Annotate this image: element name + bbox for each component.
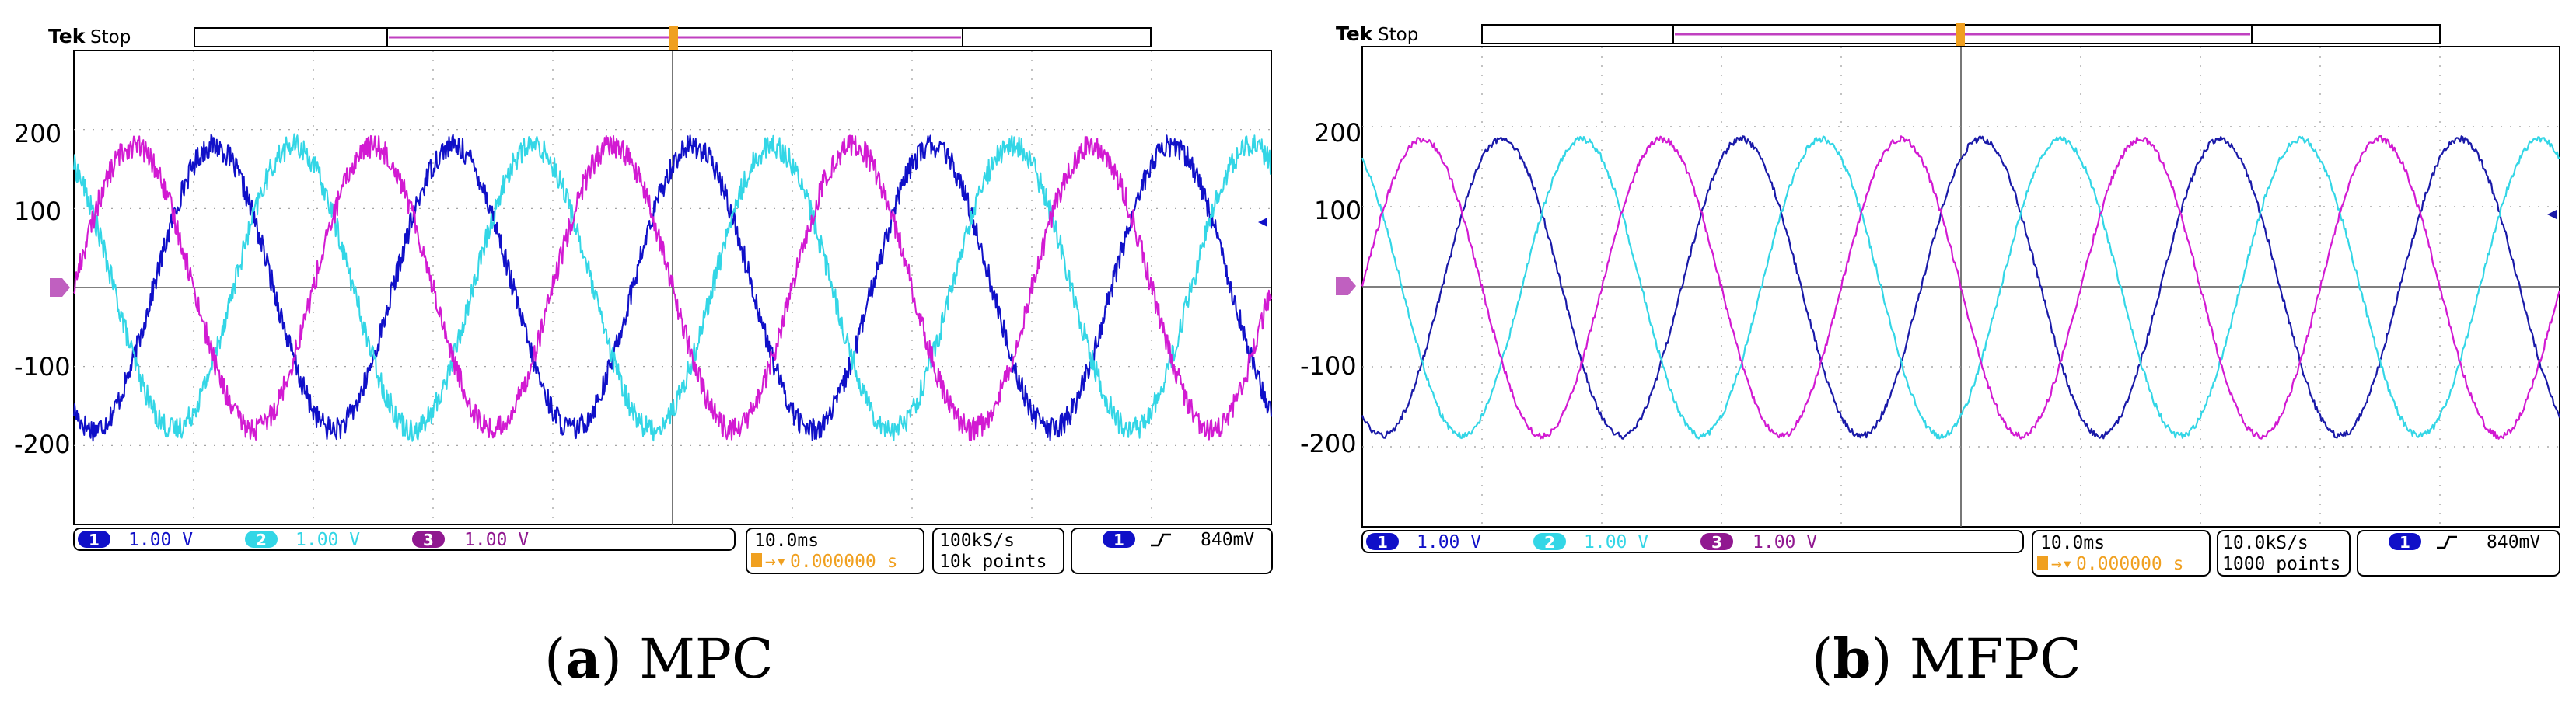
trigger-level-marker-icon — [1258, 218, 1267, 227]
trigger-position-icon — [669, 26, 678, 51]
ch3-badge-label: 3 — [423, 531, 434, 549]
panel-a: Tek Stop 200 100 -100 -200 1 1.00 V 2 1.… — [14, 25, 1273, 691]
ch2-badge — [1533, 533, 1566, 550]
ch1-scale: 1.00 V — [1417, 532, 1481, 552]
sample-rate: 10.0kS/s — [2222, 533, 2309, 553]
trigger-position-icon — [1956, 23, 1965, 47]
brand-label: Tek — [1336, 23, 1374, 45]
ch2-badge — [245, 531, 278, 548]
timebase-readout — [746, 528, 924, 574]
timebase-readout — [2032, 530, 2211, 577]
series-line-ch1 — [1361, 135, 2561, 440]
trigger-level-marker-icon — [2547, 210, 2557, 219]
trigger-arrow-icon: →▾ — [765, 552, 787, 572]
ch2-badge-label: 2 — [256, 531, 267, 549]
y-axis: 200 100 -100 -200 — [14, 119, 71, 459]
y-tick-label: 100 — [14, 197, 61, 226]
y-axis: 200 100 -100 -200 — [1300, 118, 1361, 458]
status-label: Stop — [1378, 25, 1418, 45]
record-bar — [194, 26, 1152, 51]
waveforms — [73, 133, 1272, 442]
series-line-ch2 — [1361, 135, 2560, 440]
acquisition-readout — [932, 528, 1064, 574]
trigger-level: 840mV — [1201, 530, 1254, 550]
caption: (a) MPC — [544, 626, 774, 691]
ch2-scale: 1.00 V — [1584, 532, 1648, 552]
caption: (b) MFPC — [1812, 626, 2081, 691]
series-line-ch1 — [73, 133, 1272, 442]
ch3-ground-marker-icon — [1336, 277, 1356, 295]
trigger-delay-value: 0.000000 s — [2076, 554, 2183, 574]
trigger-source-label: 1 — [2399, 533, 2410, 552]
caption-letter: a — [565, 626, 600, 691]
trigger-delay-icon — [2037, 556, 2048, 570]
trigger-source-label: 1 — [1113, 531, 1124, 549]
rising-edge-icon — [2437, 535, 2457, 549]
y-tick-label: -100 — [1300, 351, 1357, 381]
y-tick-label: -200 — [14, 430, 71, 459]
y-tick-label: 100 — [1314, 196, 1361, 225]
ch2-badge-label: 2 — [1544, 533, 1555, 552]
y-tick-label: 200 — [1314, 118, 1361, 148]
ch2-scale: 1.00 V — [295, 530, 360, 550]
y-tick-label: -200 — [1300, 429, 1357, 458]
y-tick-label: 200 — [14, 119, 61, 148]
caption-method: MFPC — [1910, 627, 2081, 691]
waveforms — [1361, 135, 2561, 440]
brand-label: Tek — [48, 25, 86, 47]
caption-letter: b — [1833, 626, 1871, 691]
acquisition-readout — [2217, 530, 2351, 577]
record-length: 1000 points — [2222, 554, 2340, 574]
trigger-source-badge — [1103, 531, 1135, 548]
ch1-badge-label: 1 — [1377, 533, 1388, 552]
ch3-scale: 1.00 V — [464, 530, 529, 550]
series-line-ch3 — [73, 134, 1272, 441]
channel-readout-bar — [1361, 530, 2024, 553]
trigger-source-badge — [2389, 533, 2421, 550]
panel-b: Tek Stop 200 100 -100 -200 1 1.00 V 2 1.… — [1300, 23, 2561, 691]
ch3-badge-label: 3 — [1711, 533, 1722, 552]
ch1-badge-label: 1 — [89, 531, 100, 549]
trigger-arrow-icon: →▾ — [2051, 554, 2073, 574]
trigger-delay-value: 0.000000 s — [790, 552, 897, 572]
timebase-value: 10.0ms — [754, 531, 819, 551]
series-line-ch2 — [73, 133, 1272, 442]
timebase-value: 10.0ms — [2040, 533, 2105, 553]
y-tick-label: -100 — [14, 352, 71, 382]
ch1-scale: 1.00 V — [128, 530, 193, 550]
trigger-level: 840mV — [2487, 532, 2540, 552]
trigger-delay-icon — [751, 553, 762, 567]
ch3-scale: 1.00 V — [1753, 532, 1817, 552]
record-length: 10k points — [939, 552, 1047, 572]
rising-edge-icon — [1151, 533, 1171, 547]
caption-method: MPC — [639, 627, 773, 691]
record-bar — [1481, 23, 2441, 47]
channel-readout-bar — [73, 528, 736, 551]
ch1-badge — [1366, 533, 1399, 550]
ch1-badge — [78, 531, 110, 548]
ch3-ground-marker-icon — [50, 278, 70, 297]
status-label: Stop — [90, 27, 131, 47]
ch3-badge — [1700, 533, 1733, 550]
sample-rate: 100kS/s — [939, 531, 1015, 551]
ch3-badge — [412, 531, 445, 548]
series-line-ch3 — [1361, 135, 2561, 440]
